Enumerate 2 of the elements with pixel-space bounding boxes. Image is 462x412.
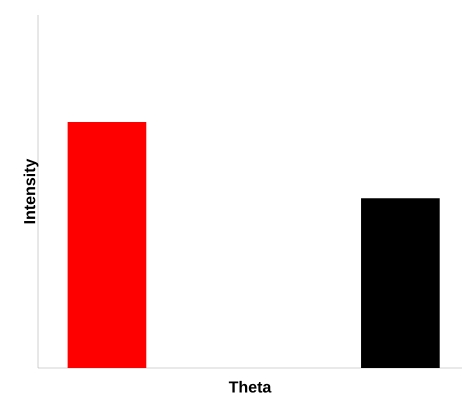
y-axis-title: Intensity	[24, 158, 38, 224]
x-axis-title: Theta	[228, 380, 272, 393]
